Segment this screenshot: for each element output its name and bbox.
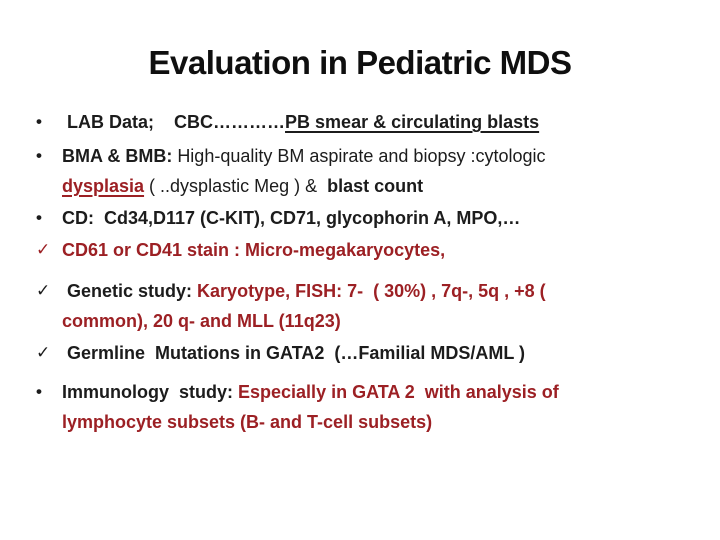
- checkmark-icon: ✓: [36, 343, 51, 362]
- bullet-text: Immunology study: Especially in GATA 2 w…: [62, 377, 672, 437]
- list-item: ✓ Germline Mutations in GATA2 (…Familial…: [36, 338, 672, 368]
- list-item: • CD: Cd34,D117 (C-KIT), CD71, glycophori…: [36, 203, 672, 233]
- bullet-text: CD: Cd34,D117 (C-KIT), CD71, glycophorin…: [62, 203, 672, 233]
- text-segment: ( ..dysplastic Meg ) &: [144, 176, 323, 196]
- bullet-text: Germline Mutations in GATA2 (…Familial M…: [62, 338, 672, 368]
- text-segment: High-quality BM aspirate and biopsy :cyt…: [177, 146, 546, 166]
- bullet-list: • LAB Data; CBC…………PB smear & circulatin…: [36, 107, 672, 437]
- text-segment: Genetic study:: [62, 281, 198, 301]
- text-segment: Immunology study:: [62, 382, 239, 402]
- list-item: • LAB Data; CBC…………PB smear & circulatin…: [36, 107, 672, 137]
- text-segment: dysplasia: [62, 176, 145, 196]
- text-segment: blast count: [322, 176, 424, 196]
- bullet-dot-icon: •: [36, 146, 42, 165]
- list-item: ✓ Genetic study: Karyotype, FISH: 7- ( 3…: [36, 276, 672, 336]
- bullet-dot-icon: •: [36, 208, 42, 227]
- list-item: • Immunology study: Especially in GATA 2 …: [36, 377, 672, 437]
- text-segment: Karyotype, FISH: 7- ( 30%) , 7q-, 5q , +…: [62, 281, 546, 331]
- list-item: • BMA & BMB: High-quality BM aspirate and…: [36, 141, 672, 201]
- bullet-text: CD61 or CD41 stain : Micro-megakaryocyte…: [62, 235, 672, 265]
- text-segment: PB smear & circulating blasts: [285, 112, 540, 132]
- text-segment: Especially in GATA 2 with analysis of ly…: [62, 382, 559, 432]
- bullet-dot-icon: •: [36, 112, 42, 131]
- text-segment: LAB Data; CBC…………: [62, 112, 286, 132]
- text-segment: CD: Cd34,D117 (C-KIT), CD71, glycophorin…: [62, 208, 521, 228]
- list-item: ✓ CD61 or CD41 stain : Micro-megakaryocyt…: [36, 235, 672, 265]
- text-segment: CD61 or CD41 stain : Micro-megakaryocyte…: [62, 240, 446, 260]
- bullet-text: BMA & BMB: High-quality BM aspirate and …: [62, 141, 672, 201]
- slide-title: Evaluation in Pediatric MDS: [148, 44, 572, 81]
- bullet-text: Genetic study: Karyotype, FISH: 7- ( 30%…: [62, 276, 672, 336]
- text-segment: Germline Mutations in GATA2 (…Familial M…: [62, 343, 526, 363]
- text-segment: BMA & BMB:: [62, 146, 178, 166]
- bullet-dot-icon: •: [36, 382, 42, 401]
- checkmark-icon: ✓: [36, 240, 51, 259]
- bullet-text: LAB Data; CBC…………PB smear & circulating …: [62, 107, 672, 137]
- checkmark-icon: ✓: [36, 281, 51, 300]
